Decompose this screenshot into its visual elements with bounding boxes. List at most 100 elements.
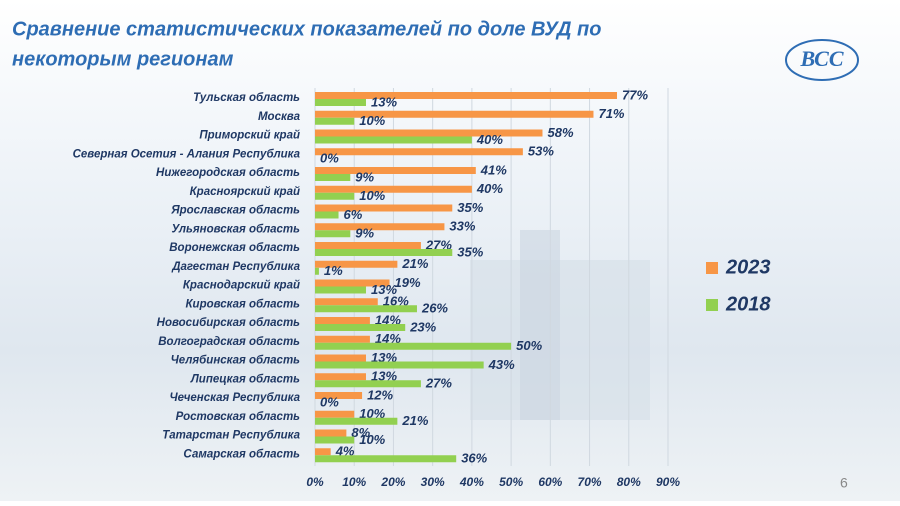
legend-label: 2018: [725, 293, 771, 315]
bar: [315, 455, 457, 463]
data-label: 9%: [355, 169, 374, 184]
bar: [315, 342, 512, 350]
y-tick-label: Татарстан Республика: [162, 430, 300, 442]
bar: [315, 110, 594, 118]
data-label: 35%: [457, 244, 483, 259]
y-tick-label: Ульяновская область: [172, 223, 301, 235]
legend-label: 2023: [725, 256, 771, 278]
data-label: 16%: [383, 294, 409, 309]
bar: [315, 230, 351, 238]
bar: [315, 249, 453, 256]
x-tick-label: 60%: [538, 475, 562, 489]
x-tick-label: 30%: [421, 475, 445, 489]
data-label: 23%: [409, 319, 436, 334]
bar: [315, 223, 445, 231]
bar: [315, 260, 398, 268]
chart-title: некоторым регионам: [12, 48, 234, 70]
logo: ВСС: [800, 46, 844, 71]
bar: [315, 436, 355, 444]
y-tick-label: Северная Осетия - Алания Республика: [73, 148, 301, 160]
bar: [315, 298, 378, 306]
y-tick-label: Липецкая область: [190, 373, 300, 385]
bar: [315, 192, 355, 200]
y-tick-label: Ростовская область: [176, 411, 301, 423]
data-label: 13%: [371, 350, 397, 365]
x-tick-label: 50%: [499, 475, 523, 489]
bar: [315, 317, 370, 324]
data-label: 53%: [528, 144, 554, 159]
y-tick-label: Приморский край: [199, 130, 300, 142]
logo-oval: [785, 39, 859, 81]
data-label: 10%: [359, 406, 385, 421]
bar: [315, 392, 363, 399]
y-tick-label: Тульская область: [193, 92, 300, 104]
bar: [315, 267, 319, 275]
y-tick-label: Волгоградская область: [158, 336, 300, 348]
bar: [315, 185, 472, 193]
bar: [315, 417, 398, 425]
bar: [315, 167, 476, 174]
data-label: 21%: [401, 413, 428, 428]
bar: [315, 305, 417, 313]
x-tick-label: 80%: [617, 475, 641, 489]
y-tick-label: Нижегородская область: [156, 167, 300, 179]
data-label: 43%: [488, 357, 515, 372]
y-tick-label: Москва: [258, 111, 301, 123]
y-tick-label: Краснодарский край: [183, 280, 300, 292]
data-label: 14%: [375, 312, 401, 327]
data-label: 9%: [355, 226, 374, 241]
y-tick-label: Чеченская Республика: [169, 392, 300, 404]
bar: [315, 335, 370, 343]
data-label: 10%: [359, 432, 385, 447]
data-label: 19%: [395, 275, 421, 290]
data-label: 58%: [547, 125, 573, 140]
bar: [315, 242, 421, 249]
bar: [315, 129, 543, 137]
bar: [315, 380, 421, 388]
y-tick-label: Воронежская область: [169, 242, 300, 254]
data-label: 27%: [425, 376, 452, 391]
bar: [315, 324, 406, 331]
data-label: 13%: [371, 94, 397, 109]
data-label: 12%: [367, 387, 393, 402]
legend-swatch: [706, 299, 718, 311]
data-label: 71%: [598, 106, 624, 121]
data-label: 10%: [359, 113, 385, 128]
data-label: 1%: [324, 263, 343, 278]
y-tick-label: Челябинская область: [171, 355, 301, 367]
data-label: 0%: [320, 151, 339, 166]
data-label: 35%: [457, 200, 483, 215]
bar: [315, 361, 484, 369]
y-tick-label: Новосибирская область: [157, 317, 300, 329]
x-tick-label: 70%: [578, 475, 602, 489]
y-tick-label: Кировская область: [185, 298, 300, 310]
data-label: 21%: [401, 256, 428, 271]
data-label: 0%: [320, 394, 339, 409]
data-label: 26%: [421, 301, 448, 316]
bar: [315, 211, 339, 219]
data-label: 40%: [476, 181, 503, 196]
data-label: 4%: [335, 444, 355, 459]
data-label: 40%: [476, 132, 503, 147]
legend-swatch: [706, 262, 718, 274]
bar: [315, 410, 355, 418]
x-tick-label: 40%: [459, 475, 484, 489]
data-label: 8%: [351, 425, 370, 440]
bar: [315, 279, 390, 287]
data-label: 41%: [480, 162, 507, 177]
background-building: [520, 230, 560, 420]
x-tick-label: 10%: [342, 475, 366, 489]
bar: [315, 204, 453, 212]
y-tick-label: Самарская область: [183, 448, 300, 460]
bar: [315, 448, 331, 456]
bar: [315, 99, 366, 106]
data-label: 14%: [375, 331, 401, 346]
x-tick-label: 20%: [380, 475, 405, 489]
bar: [315, 117, 355, 125]
bar: [315, 373, 366, 381]
data-label: 33%: [449, 219, 475, 234]
bar: [315, 286, 366, 294]
data-label: 50%: [516, 338, 542, 353]
